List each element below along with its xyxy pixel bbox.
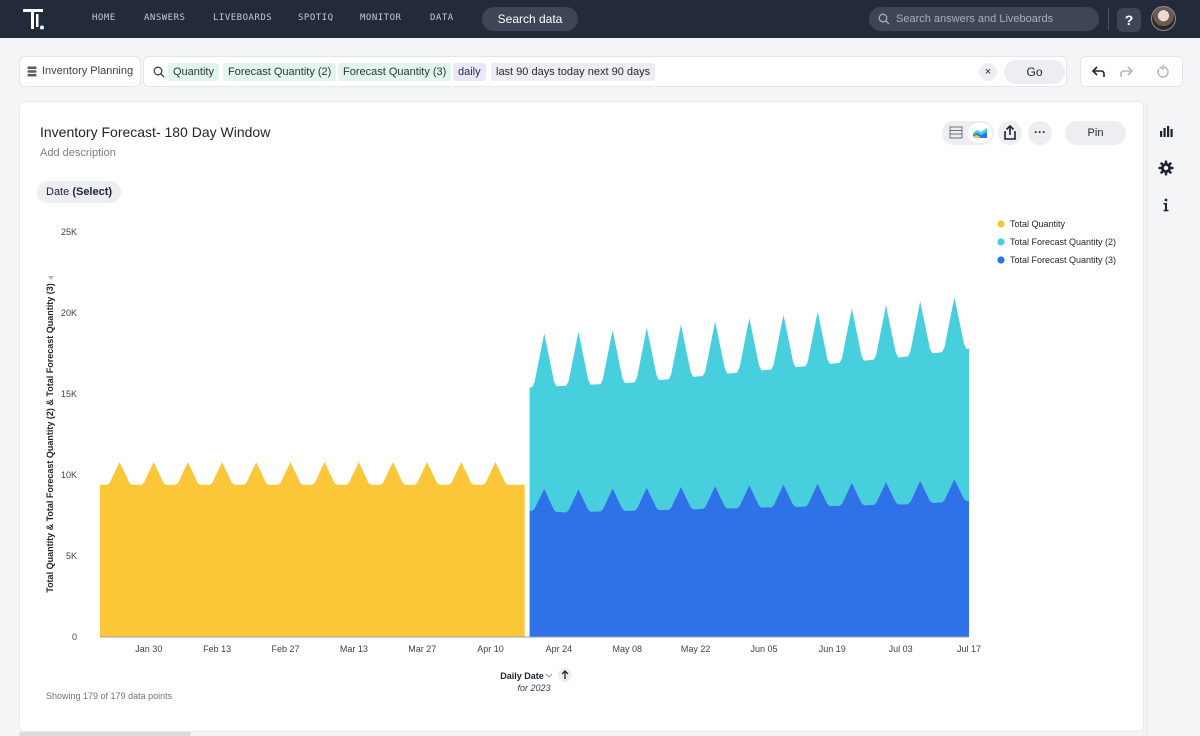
horizontal-scrollbar[interactable] (19, 732, 191, 736)
legend-swatch (997, 256, 1005, 264)
date-filter-value: (Select) (72, 186, 113, 198)
y-axis-sort-icon[interactable] (48, 276, 54, 280)
chart-type-button[interactable] (1154, 119, 1178, 143)
search-token-date-range[interactable]: last 90 days today next 90 days (491, 63, 656, 81)
area-total-forecast-quantity-2[interactable] (529, 297, 969, 513)
date-filter-name: Date (46, 186, 70, 198)
share-icon (1004, 124, 1016, 140)
global-search-input[interactable]: Search answers and Liveboards (869, 7, 1099, 31)
x-axis-sublabel: for 2023 (517, 683, 550, 693)
nav-divider (1108, 8, 1109, 30)
gear-icon (1158, 160, 1174, 176)
undo-icon[interactable] (1091, 64, 1107, 80)
y-tick-label: 10K (61, 470, 77, 480)
search-bar[interactable]: Quantity Forecast Quantity (2) Forecast … (143, 56, 1067, 87)
reset-icon[interactable] (1155, 64, 1171, 80)
y-axis-label[interactable]: Total Quantity & Total Forecast Quantity… (45, 283, 55, 593)
x-axis-dropdown-icon[interactable] (545, 673, 553, 678)
x-tick-label: Mar 13 (340, 644, 368, 654)
search-icon (153, 66, 165, 78)
date-filter-chip[interactable]: Date (Select) (37, 181, 122, 203)
more-options-button[interactable]: ··· (1028, 121, 1052, 145)
area-chart: 0 5K 10K 15K 20K 25K Jan 30 Feb 13 Feb 27 Mar 13… (45, 219, 1116, 693)
x-tick-label: May 08 (613, 644, 643, 654)
search-data-button[interactable]: Search data (482, 7, 578, 31)
top-nav-bar: HOME ANSWERS LIVEBOARDS SPOTIQ MONITOR D… (0, 0, 1200, 38)
area-chart-icon (973, 128, 987, 138)
search-icon (878, 13, 890, 25)
history-controls (1080, 56, 1183, 87)
chart-areas[interactable] (100, 297, 969, 637)
x-tick-label: Jul 17 (957, 644, 981, 654)
answer-panel: Inventory Forecast- 180 Day Window Add d… (19, 101, 1144, 732)
search-token-forecast-2[interactable]: Forecast Quantity (2) (223, 63, 337, 81)
nav-answers[interactable]: ANSWERS (144, 13, 186, 23)
y-tick-label: 20K (61, 308, 77, 318)
database-icon (27, 66, 37, 77)
y-axis: 0 5K 10K 15K 20K 25K (61, 227, 77, 642)
legend-item[interactable]: Total Quantity (1010, 219, 1066, 229)
x-tick-label: Jun 19 (819, 644, 846, 654)
global-search-placeholder: Search answers and Liveboards (896, 13, 1054, 25)
pin-button[interactable]: Pin (1065, 121, 1126, 145)
info-button[interactable] (1154, 193, 1178, 217)
x-axis-label[interactable]: Daily Date (500, 671, 544, 681)
y-tick-label: 5K (66, 551, 77, 561)
area-total-quantity[interactable] (100, 462, 525, 637)
x-tick-label: Apr 10 (477, 644, 504, 654)
settings-button[interactable] (1154, 156, 1178, 180)
table-icon (949, 126, 963, 139)
x-tick-label: May 22 (681, 644, 711, 654)
view-toggle (942, 121, 994, 145)
right-rail (1146, 101, 1200, 736)
nav-home[interactable]: HOME (92, 13, 116, 23)
legend-swatch (997, 238, 1005, 246)
x-tick-label: Jun 05 (750, 644, 777, 654)
chart-view-button[interactable] (968, 123, 992, 143)
nav-data[interactable]: DATA (430, 13, 454, 23)
data-points-count: Showing 179 of 179 data points (46, 691, 173, 701)
help-button[interactable]: ? (1117, 8, 1141, 32)
search-token-quantity[interactable]: Quantity (168, 63, 219, 81)
search-token-forecast-3[interactable]: Forecast Quantity (3) (338, 63, 452, 81)
y-tick-label: 15K (61, 389, 77, 399)
sort-arrow-up-icon (561, 670, 569, 679)
go-button[interactable]: Go (1004, 60, 1065, 84)
area-total-forecast-quantity-3[interactable] (529, 479, 969, 637)
legend-swatch (997, 220, 1005, 228)
legend-item[interactable]: Total Forecast Quantity (3) (1010, 255, 1116, 265)
redo-icon[interactable] (1118, 64, 1134, 80)
search-token-daily[interactable]: daily (453, 63, 486, 81)
clear-search-button[interactable]: × (979, 63, 997, 81)
answer-title[interactable]: Inventory Forecast- 180 Day Window (40, 124, 271, 140)
x-tick-label: Mar 27 (408, 644, 436, 654)
nav-monitor[interactable]: MONITOR (360, 13, 402, 23)
x-axis: Jan 30 Feb 13 Feb 27 Mar 13 Mar 27 Apr 10 Apr … (100, 636, 981, 654)
nav-spotiq[interactable]: SPOTIQ (298, 13, 334, 23)
x-tick-label: Jan 30 (135, 644, 162, 654)
share-button[interactable] (998, 121, 1022, 145)
answer-description[interactable]: Add description (40, 147, 116, 159)
info-icon (1163, 198, 1169, 212)
thoughtspot-logo[interactable] (22, 8, 46, 32)
bar-chart-icon (1160, 126, 1173, 137)
chart-legend[interactable]: Total Quantity Total Forecast Quantity (2… (997, 219, 1116, 265)
x-tick-label: Jul 03 (889, 644, 913, 654)
nav-liveboards[interactable]: LIVEBOARDS (213, 13, 273, 23)
worksheet-name: Inventory Planning (42, 65, 134, 77)
legend-item[interactable]: Total Forecast Quantity (2) (1010, 237, 1116, 247)
x-tick-label: Feb 27 (272, 644, 300, 654)
user-avatar[interactable] (1151, 6, 1176, 31)
worksheet-selector[interactable]: Inventory Planning (19, 56, 141, 87)
x-tick-label: Apr 24 (546, 644, 573, 654)
table-view-button[interactable] (944, 123, 968, 143)
x-tick-label: Feb 13 (203, 644, 231, 654)
y-tick-label: 25K (61, 227, 77, 237)
y-tick-label: 0 (72, 632, 77, 642)
